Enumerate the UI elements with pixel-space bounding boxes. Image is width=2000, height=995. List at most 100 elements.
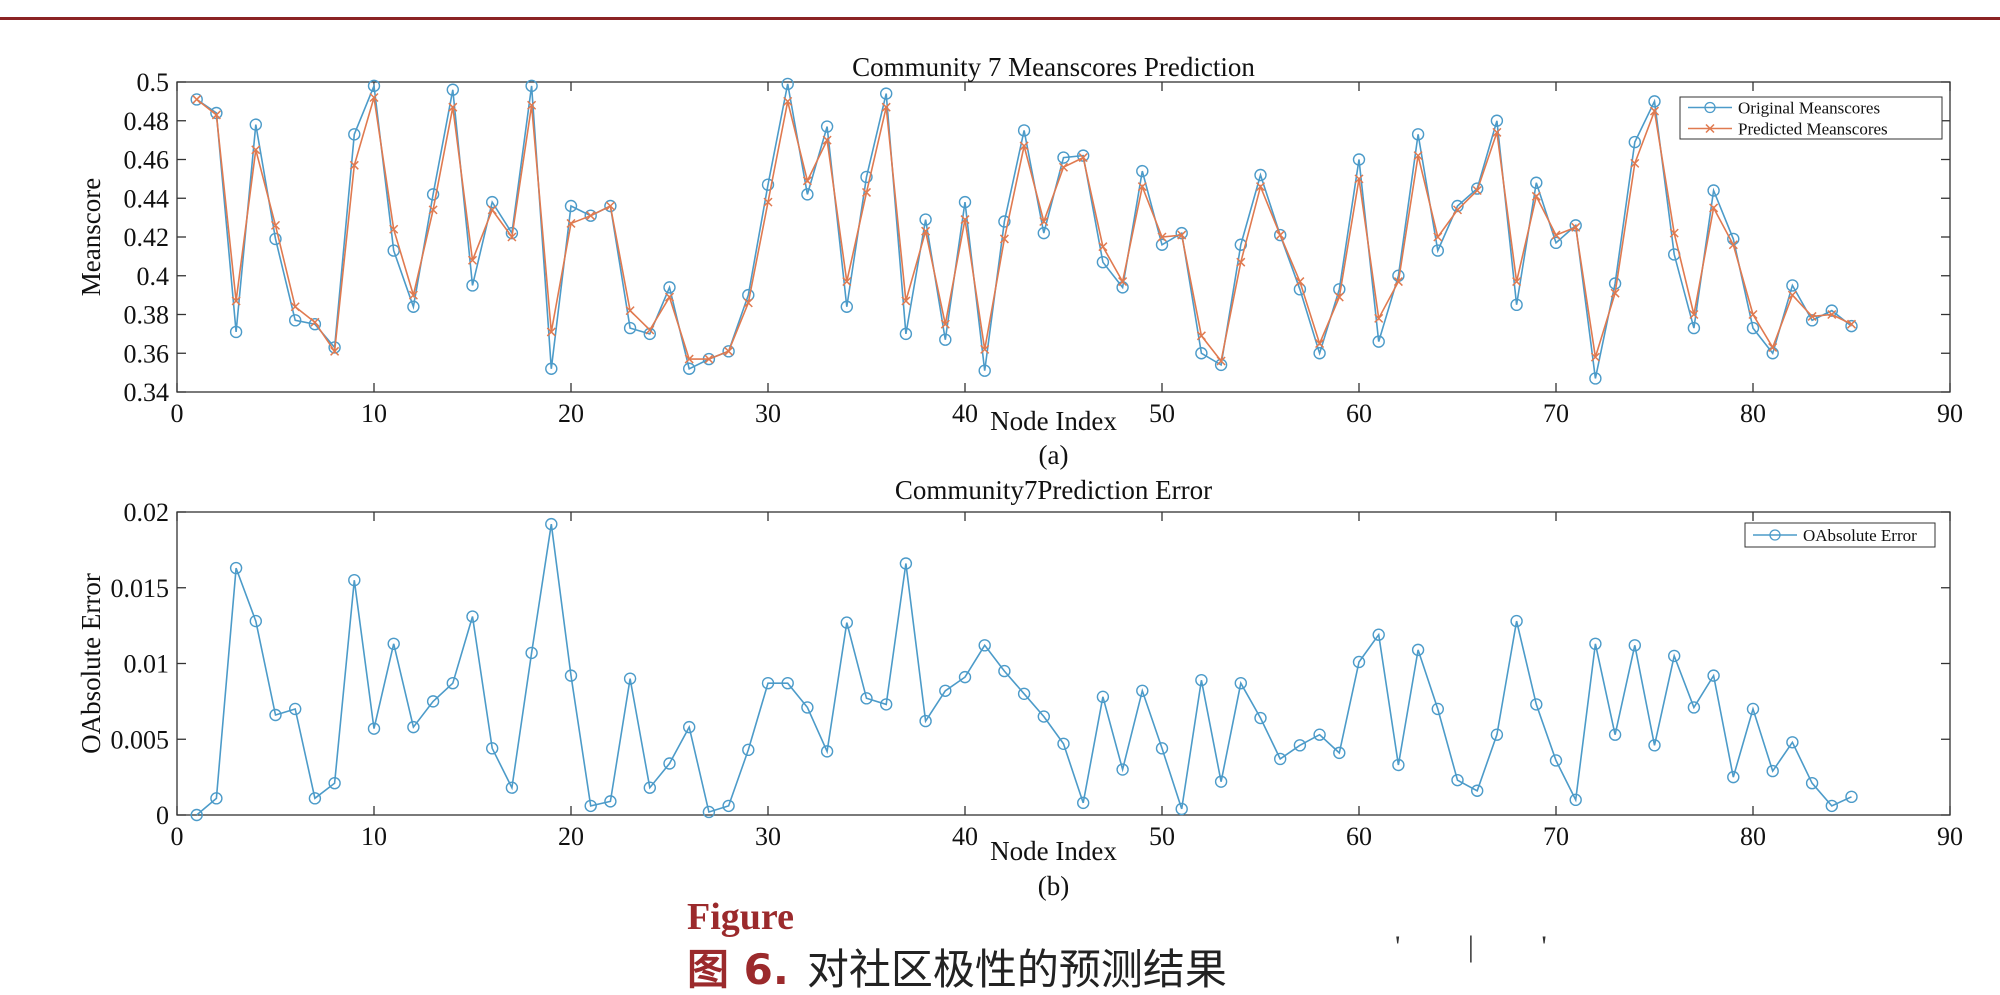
original-meanscores-point (919, 213, 932, 226)
oabsolute-error-point (1293, 739, 1307, 752)
oabsolute-error-point (1549, 754, 1563, 767)
predicted-meanscores-point (389, 224, 399, 234)
oabsolute-error-point (1707, 669, 1720, 682)
oabsolute-error-point (919, 714, 932, 728)
oabsolute-error-point (1628, 639, 1642, 652)
oabsolute-error-point (683, 720, 696, 734)
oabsolute-error-point (958, 670, 972, 684)
predicted-meanscores-point (251, 145, 261, 155)
stray-marks: ' | ' (1395, 930, 1577, 963)
oabsolute-error-point (1254, 711, 1267, 725)
predicted-meanscores-point (724, 346, 734, 356)
original-meanscores-point (1746, 321, 1760, 335)
predicted-meanscores-point (940, 319, 950, 329)
original-meanscores-point (722, 345, 735, 358)
oabsolute-error-point (978, 639, 991, 652)
predicted-meanscores-point (290, 302, 300, 312)
y-tick-label: 0.42 (124, 223, 170, 252)
original-meanscores-point (1451, 199, 1464, 213)
predicted-meanscores-point (763, 197, 773, 207)
oabsolute-error-point (1096, 690, 1110, 704)
chart-panel-b: 0 10 20 30 40 50 60 70 80 90 0 0.005 0.01 0.015 0.02 Co… (76, 475, 1963, 901)
predicted-meanscores-point (1709, 203, 1719, 213)
predicted-meanscores-point (428, 205, 438, 215)
predicted-meanscores-point (1255, 182, 1266, 192)
original-meanscores-point (899, 327, 913, 341)
predicted-meanscores-point (1590, 352, 1600, 362)
predicted-meanscores-point (192, 94, 202, 104)
predicted-meanscores-point (1571, 222, 1581, 232)
predicted-meanscores-point (980, 344, 990, 354)
panel-label: (a) (1039, 440, 1069, 470)
x-tick-label: 80 (1740, 822, 1766, 851)
oabsolute-error-point (761, 676, 775, 690)
y-axis-label: OAbsolute Error (76, 573, 106, 754)
oabsolute-error-point (1530, 698, 1543, 711)
x-tick-label: 40 (952, 399, 978, 428)
predicted-meanscores-point (1452, 205, 1463, 215)
original-meanscores-point (348, 128, 361, 141)
oabsolute-error-point (446, 676, 459, 690)
oabsolute-error-point (249, 614, 263, 628)
oabsolute-error-point (1608, 728, 1622, 741)
predicted-meanscores-point (507, 232, 517, 242)
original-meanscores-point (1490, 114, 1504, 127)
oabsolute-error-point (1687, 701, 1701, 714)
legend-box (1679, 96, 1943, 140)
original-meanscores-point (289, 314, 302, 327)
original-meanscores-point (466, 279, 479, 292)
predicted-meanscores-point (1275, 230, 1285, 240)
x-tick-label: 60 (1346, 822, 1372, 851)
original-meanscores-point (1648, 95, 1661, 108)
predicted-meanscores-point (566, 218, 576, 228)
x-tick-label: 0 (171, 822, 184, 851)
oabsolute-error-point (663, 757, 676, 770)
predicted-meanscores-point (448, 102, 458, 112)
original-meanscores-point (1155, 238, 1169, 251)
predicted-meanscores-point (1315, 339, 1325, 349)
y-tick-label: 0 (156, 801, 169, 830)
predicted-meanscores-point (211, 110, 221, 120)
oabsolute-error-point (1569, 793, 1582, 807)
original-meanscores-point (1136, 164, 1149, 178)
original-meanscores-line (196, 82, 1852, 379)
predicted-meanscores-point (270, 220, 281, 230)
original-meanscores-point (308, 317, 322, 331)
predicted-meanscores-point (605, 201, 615, 211)
predicted-meanscores-point (743, 298, 753, 308)
oabsolute-error-point (387, 637, 400, 651)
x-tick-label: 50 (1149, 822, 1175, 851)
predicted-meanscores-point (349, 160, 359, 170)
oabsolute-error-point (1589, 637, 1602, 651)
predicted-meanscores-point (1393, 277, 1403, 287)
predicted-meanscores-point (704, 354, 714, 364)
original-meanscores-point (367, 79, 381, 93)
predicted-meanscores-point (1728, 240, 1738, 250)
predicted-meanscores-point (586, 211, 596, 221)
oabsolute-error-point (623, 672, 637, 685)
original-meanscores-point (1195, 347, 1208, 360)
predicted-meanscores-point (1118, 277, 1128, 287)
original-meanscores-point (781, 77, 794, 91)
legend-entry: Original Meanscores (1738, 99, 1880, 118)
original-meanscores-point (604, 199, 617, 213)
legend: Original Meanscores Predicted Meanscores (1679, 96, 1943, 140)
chart-panel-a: 0 10 20 30 40 50 60 70 80 90 0.34 0.36 0.38 0.4 0.42 0.… (76, 52, 1963, 470)
y-axis-label: Meanscore (76, 178, 106, 296)
oabsolute-error-point (801, 701, 814, 714)
original-meanscores-point (269, 232, 282, 246)
y-tick-label: 0.005 (111, 725, 170, 754)
x-axis-label: Node Index (990, 406, 1117, 436)
oabsolute-error-point (1667, 649, 1681, 663)
y-tick-label: 0.01 (124, 650, 170, 679)
predicted-meanscores-point (684, 354, 694, 364)
oabsolute-error-point (1766, 764, 1779, 778)
original-meanscores-point (505, 226, 519, 240)
predicted-meanscores-point (1846, 319, 1857, 329)
predicted-meanscores-point (1551, 230, 1561, 240)
oabsolute-error-point (1195, 673, 1208, 687)
oabsolute-error-point (840, 616, 853, 629)
predicted-meanscores-point (1157, 232, 1167, 242)
x-tick-label: 50 (1149, 399, 1175, 428)
